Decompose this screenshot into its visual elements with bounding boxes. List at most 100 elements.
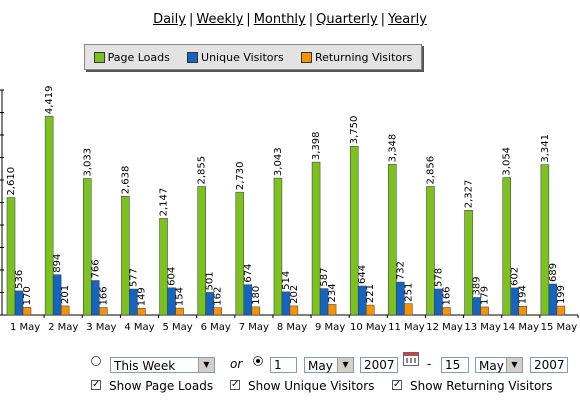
bar-page-loads [83,178,92,316]
bar-returning-visitors [175,307,184,316]
separator: | [308,12,314,27]
bar-returning-visitors [327,304,337,316]
x-tick-label: 15 May [541,322,578,333]
x-tick-label: 8 May [277,322,307,333]
data-label-returning-visitors: 234 [327,283,338,302]
radio-preset-range[interactable] [91,356,101,366]
bar-returning-visitors [22,307,32,316]
data-label-returning-visitors: 179 [480,286,491,305]
bar-page-loads [197,186,206,316]
bar-unique-visitors [396,281,405,316]
x-tick-label: 5 May [162,322,192,333]
show-returning-visitors-checkbox[interactable]: ✓ [392,379,402,390]
data-label-page-loads: 3,750 [349,116,360,145]
bar-returning-visitors [251,306,261,316]
bar-returning-visitors [365,304,375,316]
range-select-value: This Week [114,359,176,373]
data-label-unique-visitors: 536 [14,270,25,289]
show-returning-visitors-label: Show Returning Visitors [410,379,553,393]
data-label-returning-visitors: 166 [441,286,452,305]
legend-label: Returning Visitors [314,50,413,64]
period-link-yearly[interactable]: Yearly [388,12,427,27]
x-tick-label: 4 May [124,322,154,333]
x-tick-label: 10 May [350,322,387,333]
data-label-unique-visitors: 578 [433,268,444,287]
chevron-down-icon[interactable]: ▼ [198,358,214,372]
legend-item-returning-visitors: Returning Visitors [300,50,413,64]
legend-swatch-icon [300,51,312,63]
data-label-unique-visitors: 674 [243,264,254,283]
range-select[interactable]: This Week ▼ [110,357,215,373]
radio-custom-range[interactable] [253,356,263,366]
chevron-down-icon[interactable]: ▼ [506,358,522,372]
bar-unique-visitors [357,285,367,316]
data-label-returning-visitors: 154 [175,287,186,306]
calendar-icon[interactable] [403,352,419,366]
data-label-page-loads: 3,341 [540,134,551,163]
from-year-input[interactable]: 2007 [360,357,398,373]
x-tick-label: 2 May [48,322,78,333]
x-tick-label: 1 May [10,322,40,333]
bar-page-loads [349,146,359,316]
bar-unique-visitors [434,288,443,316]
data-label-unique-visitors: 389 [472,276,483,295]
from-day-input[interactable]: 1 [270,357,297,373]
show-unique-visitors-checkbox[interactable]: ✓ [230,379,240,390]
show-unique-visitors-label: Show Unique Visitors [248,379,375,393]
data-label-unique-visitors: 577 [128,268,139,287]
bar-unique-visitors [14,290,24,316]
data-label-page-loads: 3,054 [502,147,513,176]
x-tick-label: 6 May [201,322,231,333]
legend-item-unique-visitors: Unique Visitors [187,51,284,64]
date-range-controls: This Week ▼ or 1 May ▼ 2007 - 15 May ▼ 2… [0,352,580,400]
bar-page-loads [388,164,397,316]
bar-returning-visitors [60,305,70,316]
show-page-loads-label: Show Page Loads [109,379,214,393]
data-label-page-loads: 3,033 [82,148,93,177]
bar-page-loads [44,115,54,316]
data-label-page-loads: 2,147 [159,188,170,217]
bar-page-loads [121,196,130,316]
legend-swatch-icon [187,51,199,63]
legend-label: Page Loads [107,50,170,64]
bar-returning-visitors [137,308,146,316]
to-day-input[interactable]: 15 [441,357,469,373]
period-link-quarterly[interactable]: Quarterly [316,12,378,27]
to-month-select[interactable]: May ▼ [475,357,523,373]
period-link-monthly[interactable]: Monthly [253,12,306,27]
chart-legend: Page Loads Unique Visitors Returning Vis… [84,44,422,70]
chevron-down-icon[interactable]: ▼ [337,358,353,372]
show-page-loads-checkbox[interactable]: ✓ [91,379,101,390]
x-tick-label: 14 May [503,322,540,333]
bar-returning-visitors [404,303,413,316]
data-label-page-loads: 3,398 [311,131,322,160]
data-label-page-loads: 3,348 [387,134,398,163]
from-month-select[interactable]: May ▼ [304,357,354,373]
period-link-weekly[interactable]: Weekly [196,12,244,27]
to-year-input[interactable]: 2007 [530,357,568,373]
data-label-returning-visitors: 194 [518,285,529,304]
legend-item-page-loads: Page Loads [93,50,170,64]
legend-label: Unique Visitors [201,50,284,64]
data-label-returning-visitors: 199 [556,285,567,304]
bar-page-loads [6,197,16,316]
separator: | [188,12,194,27]
data-label-returning-visitors: 180 [251,286,262,305]
x-tick-label: 3 May [86,322,116,333]
data-label-page-loads: 2,730 [235,162,246,191]
data-label-returning-visitors: 221 [365,284,376,303]
range-dash: - [427,357,432,371]
bar-unique-visitors [52,274,62,316]
data-label-unique-visitors: 501 [205,271,216,290]
data-label-page-loads: 2,638 [120,166,131,195]
data-label-page-loads: 4,419 [44,86,55,115]
separator: | [246,12,251,27]
period-link-daily[interactable]: Daily [153,12,186,27]
data-label-unique-visitors: 894 [52,254,63,273]
data-label-returning-visitors: 251 [403,283,414,302]
data-label-returning-visitors: 162 [213,287,224,306]
bar-unique-visitors [129,288,138,316]
bar-page-loads [502,177,511,316]
bar-returning-visitors [442,307,451,316]
